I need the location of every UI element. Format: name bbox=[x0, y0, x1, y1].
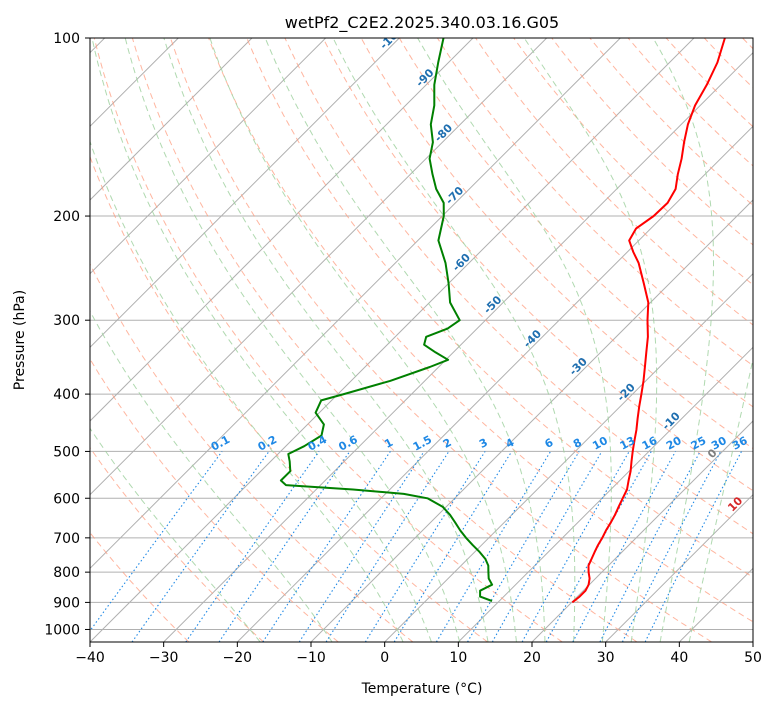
mixing-ratio-label: 10 bbox=[590, 434, 610, 453]
moist-adiabat-line bbox=[90, 310, 333, 642]
isotherm-line bbox=[457, 346, 753, 642]
profile-lines bbox=[279, 38, 726, 604]
mixing-ratio-line bbox=[262, 451, 391, 642]
y-axis-label: Pressure (hPa) bbox=[12, 290, 28, 390]
moist-adiabat-line bbox=[417, 38, 612, 642]
mixing-ratio-line bbox=[185, 451, 320, 642]
dry-adiabat-line bbox=[246, 38, 753, 578]
mixing-ratio-line bbox=[572, 451, 676, 642]
isotherm-line bbox=[90, 38, 253, 201]
dry-adiabat-line bbox=[284, 38, 753, 535]
y-tick-label: 500 bbox=[53, 444, 80, 460]
moist-adiabat-line bbox=[124, 38, 461, 642]
y-tick-label: 200 bbox=[53, 209, 80, 225]
y-tick-label: 900 bbox=[53, 595, 80, 611]
mixing-ratio-line bbox=[218, 451, 351, 642]
x-axis: −40 −30 −20 −10 0 10 20 30 40 50 bbox=[75, 642, 762, 666]
x-tick-label: 50 bbox=[744, 650, 762, 666]
dry-adiabat-line bbox=[93, 38, 563, 642]
chart-title: wetPf2_C2E2.2025.340.03.16.G05 bbox=[285, 13, 559, 33]
y-tick-label: 300 bbox=[53, 313, 80, 329]
x-tick-label: −10 bbox=[296, 650, 326, 666]
mixing-ratio-line bbox=[644, 451, 742, 642]
profile-line-1 bbox=[279, 38, 494, 602]
dry-adiabat-line bbox=[90, 446, 264, 642]
mixing-ratio-line bbox=[298, 451, 425, 642]
mixing-ratio-line bbox=[90, 451, 223, 632]
y-axis: 100 200 300 400 500 600 700 800 900 1000 bbox=[44, 31, 90, 638]
dry-adiabat-line bbox=[90, 358, 339, 642]
isotherm-gridlines bbox=[90, 38, 753, 642]
x-tick-label: 10 bbox=[449, 650, 467, 666]
moist-adiabat-line bbox=[91, 38, 432, 642]
plot-area: 0.10.20.40.611.52346810131620253036-100-… bbox=[90, 38, 753, 642]
x-tick-label: 30 bbox=[597, 650, 615, 666]
mixing-ratio-label: 36 bbox=[730, 434, 750, 453]
mixing-ratio-label: 25 bbox=[689, 434, 709, 453]
dry-adiabat-line bbox=[170, 38, 712, 642]
x-tick-label: 40 bbox=[670, 650, 688, 666]
isotherm-line bbox=[90, 38, 474, 422]
x-tick-label: 20 bbox=[523, 650, 541, 666]
isotherm-line bbox=[90, 38, 548, 496]
moist-adiabat-line bbox=[688, 356, 753, 642]
x-tick-label: −40 bbox=[75, 650, 105, 666]
mixing-ratio-label: 13 bbox=[618, 434, 638, 453]
isotherm-line bbox=[90, 38, 695, 642]
mixing-ratio-label: 30 bbox=[709, 434, 729, 453]
x-tick-label: −30 bbox=[149, 650, 179, 666]
mixing-ratio-label: 20 bbox=[664, 434, 684, 453]
x-tick-label: 0 bbox=[380, 650, 389, 666]
dry-adiabat-line bbox=[322, 38, 753, 492]
mixing-ratio-line bbox=[325, 451, 450, 642]
isotherm-line bbox=[236, 125, 753, 642]
isotherm-line bbox=[90, 38, 400, 349]
x-tick-label: −20 bbox=[223, 650, 253, 666]
dry-adiabat-line bbox=[90, 262, 414, 642]
y-tick-label: 400 bbox=[53, 387, 80, 403]
isotherm-line bbox=[605, 493, 753, 642]
dry-adiabats bbox=[90, 38, 753, 642]
y-tick-label: 600 bbox=[53, 491, 80, 507]
dry-adiabat-line bbox=[208, 38, 753, 623]
x-axis-label: Temperature (°C) bbox=[361, 681, 483, 697]
isotherm-line bbox=[90, 38, 327, 275]
isobar-gridlines bbox=[90, 38, 753, 630]
moist-adiabat-line bbox=[90, 427, 261, 642]
mixing-ratio-line bbox=[393, 451, 513, 642]
isotherm-line bbox=[163, 51, 753, 642]
isotherm-line bbox=[384, 272, 753, 642]
moist-adiabat-line bbox=[652, 38, 714, 642]
moist-adiabat-line bbox=[90, 139, 404, 642]
dry-adiabat-line bbox=[475, 38, 753, 326]
y-tick-label: 700 bbox=[53, 531, 80, 547]
isotherm-line bbox=[531, 420, 753, 642]
y-tick-label: 100 bbox=[53, 31, 80, 47]
moist-adiabat-line bbox=[209, 38, 517, 642]
moist-adiabat-line bbox=[163, 38, 489, 642]
y-tick-label: 800 bbox=[53, 565, 80, 581]
y-tick-label: 1000 bbox=[44, 622, 80, 638]
mixing-ratio-line bbox=[131, 451, 270, 642]
mixing-ratio-line bbox=[521, 451, 630, 642]
moist-adiabat-line bbox=[264, 38, 546, 642]
moist-adiabat-line bbox=[523, 38, 658, 642]
profile-line-0 bbox=[571, 38, 726, 604]
dry-adiabat-line bbox=[513, 38, 753, 286]
isotherm-line bbox=[90, 38, 621, 570]
plot-frame bbox=[89, 37, 754, 643]
mixing-ratio-label: 16 bbox=[640, 434, 660, 453]
